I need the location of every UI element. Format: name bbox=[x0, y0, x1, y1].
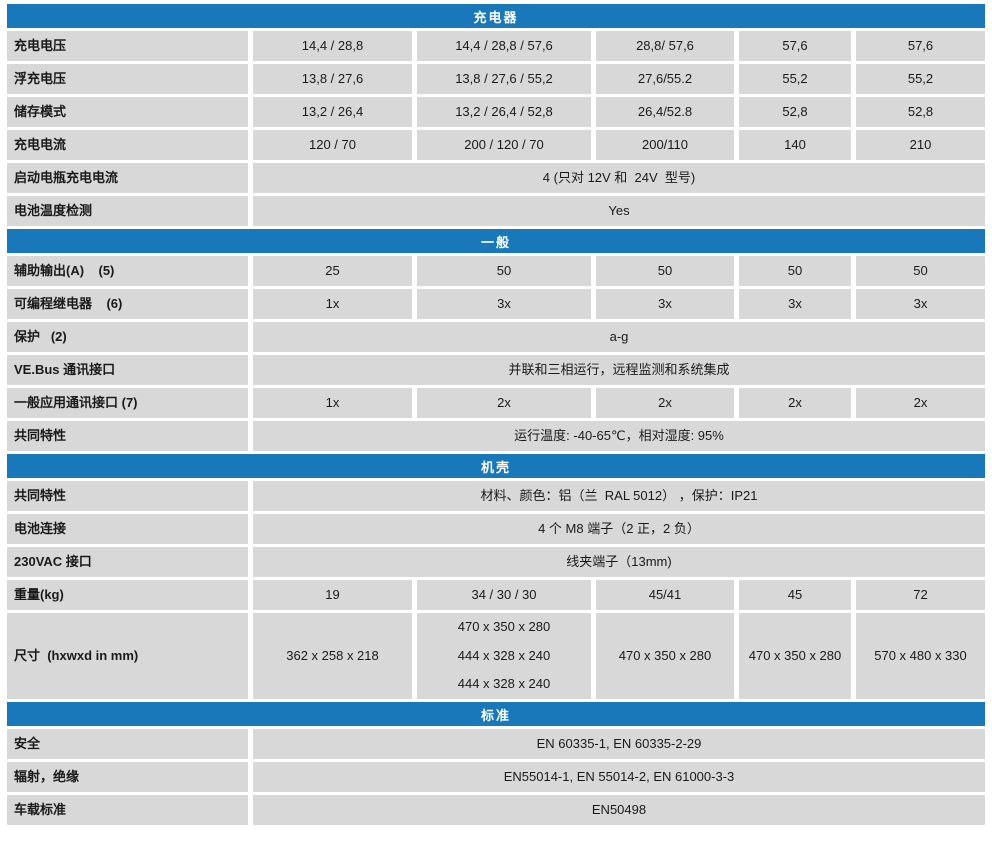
value-cell: 27,6/55.2 bbox=[596, 64, 734, 94]
value-cell-span: 线夹端子（13mm) bbox=[253, 547, 985, 577]
row-label: 一般应用通讯接口 (7) bbox=[7, 388, 248, 418]
section-header-standards: 标准 bbox=[7, 702, 985, 726]
value-cell: 120 / 70 bbox=[253, 130, 412, 160]
value-cell: 2x bbox=[856, 388, 985, 418]
row-label: 共同特性 bbox=[7, 481, 248, 511]
value-cell: 140 bbox=[739, 130, 851, 160]
value-cell: 28,8/ 57,6 bbox=[596, 31, 734, 61]
value-cell: 210 bbox=[856, 130, 985, 160]
value-cell-span: Yes bbox=[253, 196, 985, 226]
value-cell: 1x bbox=[253, 289, 412, 319]
row-label: 辅助输出(A) (5) bbox=[7, 256, 248, 286]
value-cell: 200/110 bbox=[596, 130, 734, 160]
row-label: 辐射，绝缘 bbox=[7, 762, 248, 792]
value-cell: 50 bbox=[739, 256, 851, 286]
section-header-general: 一般 bbox=[7, 229, 985, 253]
value-cell: 3x bbox=[417, 289, 591, 319]
value-cell-span: EN55014-1, EN 55014-2, EN 61000-3-3 bbox=[253, 762, 985, 792]
row-label: 车载标准 bbox=[7, 795, 248, 825]
dimension-line: 444 x 328 x 240 bbox=[457, 647, 551, 663]
value-cell: 50 bbox=[417, 256, 591, 286]
value-cell-span: a-g bbox=[253, 322, 985, 352]
row-label: 充电电流 bbox=[7, 130, 248, 160]
value-cell: 55,2 bbox=[739, 64, 851, 94]
value-cell: 14,4 / 28,8 bbox=[253, 31, 412, 61]
value-cell: 13,2 / 26,4 / 52,8 bbox=[417, 97, 591, 127]
value-cell: 72 bbox=[856, 580, 985, 610]
value-cell: 45/41 bbox=[596, 580, 734, 610]
value-cell: 470 x 350 x 280 bbox=[739, 613, 851, 699]
value-cell: 470 x 350 x 280 444 x 328 x 240 444 x 32… bbox=[417, 613, 591, 699]
value-cell: 19 bbox=[253, 580, 412, 610]
value-cell: 52,8 bbox=[856, 97, 985, 127]
value-cell: 3x bbox=[596, 289, 734, 319]
value-cell-span: 并联和三相运行，远程监测和系统集成 bbox=[253, 355, 985, 385]
value-cell: 25 bbox=[253, 256, 412, 286]
value-cell: 34 / 30 / 30 bbox=[417, 580, 591, 610]
value-cell: 570 x 480 x 330 bbox=[856, 613, 985, 699]
section-header-charger: 充电器 bbox=[7, 4, 985, 28]
row-label: 储存模式 bbox=[7, 97, 248, 127]
dimension-line: 470 x 350 x 280 bbox=[457, 618, 551, 634]
value-cell-span: 4 个 M8 端子（2 正，2 负） bbox=[253, 514, 985, 544]
value-cell-span: 4 (只对 12V 和 24V 型号) bbox=[253, 163, 985, 193]
row-label: 浮充电压 bbox=[7, 64, 248, 94]
value-cell: 52,8 bbox=[739, 97, 851, 127]
value-cell: 57,6 bbox=[739, 31, 851, 61]
row-label: 尺寸 (hxwxd in mm) bbox=[7, 613, 248, 699]
value-cell: 57,6 bbox=[856, 31, 985, 61]
value-cell: 50 bbox=[856, 256, 985, 286]
value-cell: 13,8 / 27,6 / 55,2 bbox=[417, 64, 591, 94]
dimension-line: 444 x 328 x 240 bbox=[457, 676, 551, 692]
value-cell-span: EN 60335-1, EN 60335-2-29 bbox=[253, 729, 985, 759]
value-cell: 2x bbox=[417, 388, 591, 418]
row-label: 安全 bbox=[7, 729, 248, 759]
value-cell: 3x bbox=[739, 289, 851, 319]
row-label: 保护 (2) bbox=[7, 322, 248, 352]
row-label: 启动电瓶充电电流 bbox=[7, 163, 248, 193]
value-cell: 26,4/52.8 bbox=[596, 97, 734, 127]
row-label: 电池连接 bbox=[7, 514, 248, 544]
value-cell: 200 / 120 / 70 bbox=[417, 130, 591, 160]
row-label: 共同特性 bbox=[7, 421, 248, 451]
value-cell: 1x bbox=[253, 388, 412, 418]
value-cell: 362 x 258 x 218 bbox=[253, 613, 412, 699]
value-cell-span: 材料、颜色：铝（兰 RAL 5012） ，保护：IP21 bbox=[253, 481, 985, 511]
row-label: 230VAC 接口 bbox=[7, 547, 248, 577]
row-label: 可编程继电器 (6) bbox=[7, 289, 248, 319]
row-label: 电池温度检测 bbox=[7, 196, 248, 226]
row-label: VE.Bus 通讯接口 bbox=[7, 355, 248, 385]
section-header-enclosure: 机壳 bbox=[7, 454, 985, 478]
value-cell-span: 运行温度: -40-65℃，相对湿度: 95% bbox=[253, 421, 985, 451]
value-cell: 13,8 / 27,6 bbox=[253, 64, 412, 94]
value-cell-span: EN50498 bbox=[253, 795, 985, 825]
value-cell: 2x bbox=[739, 388, 851, 418]
row-label: 充电电压 bbox=[7, 31, 248, 61]
value-cell: 2x bbox=[596, 388, 734, 418]
value-cell: 470 x 350 x 280 bbox=[596, 613, 734, 699]
row-label: 重量(kg) bbox=[7, 580, 248, 610]
value-cell: 45 bbox=[739, 580, 851, 610]
value-cell: 50 bbox=[596, 256, 734, 286]
value-cell: 13,2 / 26,4 bbox=[253, 97, 412, 127]
value-cell: 3x bbox=[856, 289, 985, 319]
value-cell: 55,2 bbox=[856, 64, 985, 94]
value-cell: 14,4 / 28,8 / 57,6 bbox=[417, 31, 591, 61]
spec-table: 充电器 充电电压 14,4 / 28,8 14,4 / 28,8 / 57,6 … bbox=[7, 4, 985, 825]
